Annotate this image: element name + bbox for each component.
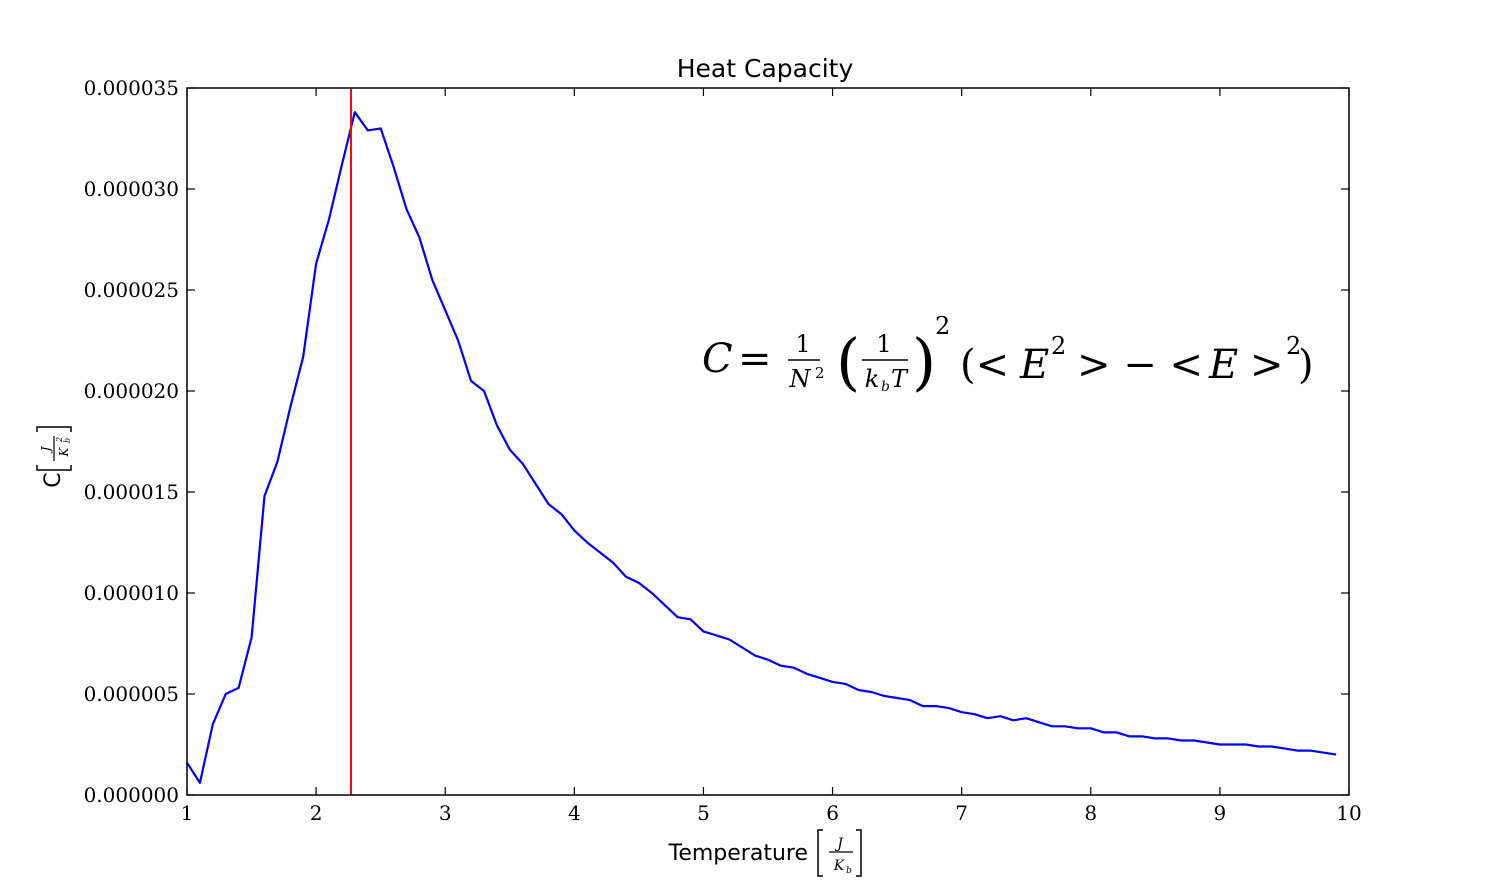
- x-axis: 1 2 3 4 5 6 7 8 9 10: [181, 88, 1362, 825]
- svg-text:k: k: [865, 365, 880, 393]
- svg-text:=: =: [738, 336, 772, 382]
- y-axis-unit: J K 2 b: [36, 426, 72, 471]
- svg-text:J: J: [834, 836, 844, 852]
- x-tick-label: 6: [826, 801, 839, 825]
- x-axis-unit: J K b: [817, 829, 862, 877]
- svg-text:): ): [912, 325, 936, 398]
- x-tick-label: 10: [1336, 801, 1361, 825]
- svg-text:1: 1: [795, 330, 810, 358]
- chart-title: Heat Capacity: [677, 54, 854, 83]
- y-tick-label: 0.000020: [84, 379, 179, 403]
- svg-text:2: 2: [815, 364, 825, 382]
- x-tick-label: 4: [568, 801, 581, 825]
- svg-text:N: N: [789, 365, 812, 393]
- svg-text:(<: (<: [960, 342, 1009, 388]
- y-tick-label: 0.000005: [84, 682, 179, 706]
- svg-text:C: C: [702, 336, 733, 382]
- x-tick-label: 9: [1214, 801, 1227, 825]
- svg-text:K: K: [833, 858, 846, 874]
- plot-frame: [186, 87, 1350, 796]
- y-tick-label: 0.000015: [84, 480, 179, 504]
- formula-annotation: C = 1 N 2 ( 1 k b T ) 2 (< E 2 > − < E >…: [702, 312, 1314, 398]
- y-tick-label: 0.000000: [84, 783, 179, 807]
- svg-text:T: T: [891, 365, 909, 393]
- y-tick-label: 0.000010: [84, 581, 179, 605]
- svg-text:> − <: > − <: [1077, 342, 1203, 388]
- x-tick-label: 2: [310, 801, 323, 825]
- x-tick-label: 5: [697, 801, 710, 825]
- x-axis-label: Temperature J K b: [668, 829, 862, 877]
- svg-text:J: J: [39, 445, 53, 454]
- svg-text:2: 2: [1286, 332, 1301, 360]
- y-tick-label: 0.000025: [84, 278, 179, 302]
- plot-marks: [186, 88, 1337, 795]
- svg-text:(: (: [836, 325, 860, 398]
- svg-text:b: b: [846, 866, 852, 876]
- svg-text:1: 1: [876, 330, 891, 358]
- y-axis: 0.000000 0.000005 0.000010 0.000015 0.000020…: [84, 76, 1349, 807]
- svg-text:>: >: [1250, 342, 1284, 388]
- y-tick-label: 0.000030: [84, 177, 179, 201]
- svg-text:b: b: [881, 379, 890, 395]
- svg-text:b: b: [63, 438, 72, 443]
- y-axis-label-text: C: [41, 472, 66, 487]
- svg-text:2: 2: [1051, 332, 1066, 360]
- svg-text:E: E: [1019, 342, 1049, 388]
- svg-text:K: K: [57, 446, 71, 457]
- x-tick-label: 1: [181, 801, 194, 825]
- y-tick-label: 0.000035: [84, 76, 179, 100]
- svg-text:E: E: [1208, 342, 1238, 388]
- x-tick-label: 3: [439, 801, 452, 825]
- svg-text:2: 2: [55, 437, 64, 443]
- x-tick-label: 7: [955, 801, 968, 825]
- svg-text:2: 2: [935, 312, 950, 340]
- x-axis-label-text: Temperature: [668, 841, 808, 866]
- series-line-0: [186, 111, 1337, 785]
- x-tick-label: 8: [1084, 801, 1097, 825]
- y-axis-label: C J K 2 b: [36, 426, 72, 488]
- svg-text:): ): [1298, 342, 1314, 388]
